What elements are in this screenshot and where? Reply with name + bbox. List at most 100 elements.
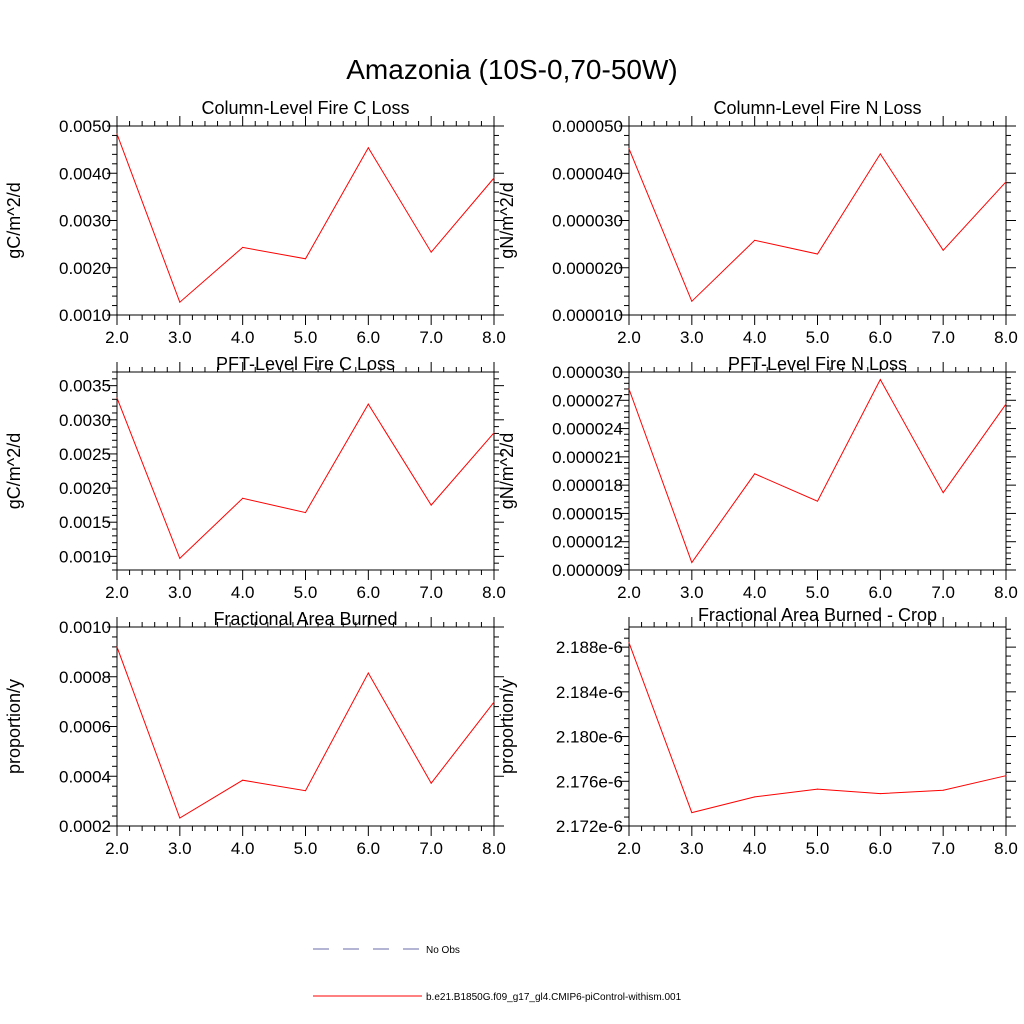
y-tick-label: 0.0002: [59, 817, 111, 836]
y-tick-label: 0.000050: [552, 117, 623, 136]
data-point: [1005, 403, 1007, 405]
y-tick-label: 0.000030: [552, 212, 623, 231]
x-tick-label: 4.0: [231, 839, 255, 858]
x-tick-label: 2.0: [105, 583, 129, 602]
plot-frame: [628, 371, 1007, 571]
y-axis-label: gN/m^2/d: [497, 433, 517, 509]
x-tick-label: 6.0: [357, 583, 381, 602]
y-tick-label: 0.0015: [59, 513, 111, 532]
data-point: [628, 148, 630, 150]
y-ticks: 0.000010 0.000020 0.000030 0.000040 0.000050: [552, 117, 1016, 325]
x-tick-label: 7.0: [419, 839, 443, 858]
data-point: [879, 793, 881, 795]
x-tick-label: 4.0: [743, 839, 767, 858]
data-point: [430, 251, 432, 253]
y-tick-label: 0.0008: [59, 668, 111, 687]
x-tick-label: 8.0: [482, 328, 506, 347]
x-tick-label: 3.0: [168, 583, 192, 602]
x-tick-label: 5.0: [806, 328, 830, 347]
series-line: [116, 133, 495, 304]
x-tick-label: 7.0: [931, 583, 955, 602]
data-point: [628, 388, 630, 390]
data-point: [179, 557, 181, 559]
x-tick-label: 4.0: [743, 328, 767, 347]
data-point: [305, 512, 306, 514]
legend-obs-label: No Obs: [426, 945, 460, 956]
x-tick-label: 6.0: [357, 328, 381, 347]
x-tick-label: 8.0: [994, 328, 1018, 347]
x-tick-label: 3.0: [168, 328, 192, 347]
x-ticks: 2.0 3.0 4.0 5.0 6.0 7.0 8.0: [105, 362, 506, 602]
data-point: [493, 177, 495, 179]
series-line: [628, 378, 1007, 564]
x-tick-label: 8.0: [994, 839, 1018, 858]
x-tick-label: 4.0: [231, 583, 255, 602]
series-line: [116, 646, 495, 819]
x-tick-label: 3.0: [168, 839, 192, 858]
y-tick-label: 0.0050: [59, 117, 111, 136]
y-tick-label: 0.0030: [59, 411, 111, 430]
x-ticks: 2.0 3.0 4.0 5.0 6.0 7.0 8.0: [617, 617, 1018, 858]
data-point: [691, 812, 693, 814]
data-point: [817, 500, 818, 502]
data-point: [879, 379, 881, 381]
y-tick-label: 2.180e-6: [556, 728, 623, 747]
y-tick-label: 0.000024: [552, 420, 623, 439]
y-tick-label: 0.000021: [552, 448, 623, 467]
x-tick-label: 3.0: [680, 328, 704, 347]
x-tick-label: 7.0: [931, 839, 955, 858]
y-ticks: 0.000009 0.000012 0.000015 0.000018 0.000021…: [552, 363, 1016, 580]
x-tick-label: 2.0: [105, 328, 129, 347]
x-tick-label: 7.0: [419, 328, 443, 347]
data-point: [817, 788, 818, 790]
y-axis-label: proportion/y: [497, 679, 517, 774]
y-tick-label: 0.0020: [59, 259, 111, 278]
data-point: [1005, 181, 1007, 183]
x-tick-label: 5.0: [294, 328, 318, 347]
data-point: [242, 779, 244, 781]
data-point: [179, 301, 181, 303]
y-ticks: 2.172e-6 2.176e-6 2.180e-6 2.184e-6 2.188e-6: [556, 628, 1016, 836]
legend: No Obs b.e21.B1850G.f09_g17_gl4.CMIP6-pi…: [313, 945, 682, 1003]
data-point: [754, 239, 756, 241]
legend-model-label: b.e21.B1850G.f09_g17_gl4.CMIP6-piControl…: [426, 992, 682, 1003]
y-tick-label: 0.000020: [552, 259, 623, 278]
panel-1: Column-Level Fire C Loss gC/m^2/d 2.0 3.0 4.…: [4, 98, 506, 347]
x-ticks: 2.0 3.0 4.0 5.0 6.0 7.0 8.0: [617, 116, 1018, 347]
y-tick-label: 2.184e-6: [556, 683, 623, 702]
x-ticks: 2.0 3.0 4.0 5.0 6.0 7.0 8.0: [105, 617, 506, 858]
data-point: [691, 300, 693, 302]
data-point: [116, 133, 118, 135]
data-point: [493, 701, 495, 703]
y-tick-label: 2.176e-6: [556, 772, 623, 791]
data-point: [367, 672, 369, 674]
series-line: [116, 397, 495, 560]
data-point: [116, 397, 118, 399]
y-tick-label: 0.000015: [552, 504, 623, 523]
y-tick-label: 0.0035: [59, 377, 111, 396]
x-tick-label: 8.0: [482, 839, 506, 858]
y-tick-label: 0.0010: [59, 547, 111, 566]
x-tick-label: 5.0: [806, 583, 830, 602]
y-axis-label: gN/m^2/d: [497, 182, 517, 258]
x-tick-label: 6.0: [869, 839, 893, 858]
data-point: [179, 817, 181, 819]
x-tick-label: 8.0: [994, 583, 1018, 602]
y-tick-label: 0.000030: [552, 363, 623, 382]
y-tick-label: 0.0020: [59, 479, 111, 498]
y-tick-label: 0.0010: [59, 618, 111, 637]
panel-title: Column-Level Fire C Loss: [201, 98, 409, 118]
x-tick-label: 6.0: [869, 583, 893, 602]
x-tick-label: 6.0: [869, 328, 893, 347]
x-tick-label: 3.0: [680, 839, 704, 858]
panel-6: Fractional Area Burned - Crop proportion/…: [497, 605, 1018, 858]
y-tick-label: 0.000012: [552, 533, 623, 552]
data-point: [691, 561, 693, 563]
data-point: [942, 789, 944, 791]
x-ticks: 2.0 3.0 4.0 5.0 6.0 7.0 8.0: [617, 362, 1018, 602]
x-tick-label: 5.0: [294, 839, 318, 858]
data-point: [305, 258, 306, 260]
data-point: [116, 646, 118, 648]
